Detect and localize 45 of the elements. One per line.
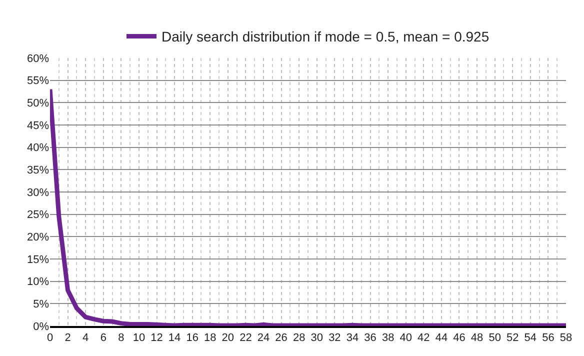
x-tick-label: 4 [82, 332, 89, 344]
x-tick-label: 0 [46, 332, 54, 344]
x-tick-label: 10 [132, 332, 146, 344]
x-tick-label: 34 [346, 332, 359, 344]
x-tick-label: 20 [222, 332, 234, 344]
x-tick-label: 6 [100, 332, 106, 344]
x-tick-label: 48 [470, 332, 484, 344]
y-tick-label: 50% [26, 98, 50, 110]
x-tick-label: 22 [240, 332, 252, 344]
x-tick-label: 52 [506, 332, 519, 344]
x-tick-label: 56 [542, 332, 554, 344]
x-tick-label: 40 [400, 332, 412, 344]
y-tick-label: 55% [26, 75, 50, 88]
x-tick-label: 44 [435, 332, 448, 344]
y-tick-label: 0% [33, 320, 50, 333]
x-tick-label: 28 [292, 332, 306, 344]
x-tick-label: 14 [168, 332, 181, 344]
y-tick-label: 35% [26, 164, 50, 177]
x-tick-label: 46 [453, 332, 466, 344]
y-tick-label: 10% [26, 276, 50, 288]
y-tick-label: 25% [26, 209, 50, 222]
x-tick-label: 18 [204, 332, 216, 344]
x-tick-label: 58 [560, 332, 572, 344]
x-tick-label: 42 [418, 332, 430, 344]
x-tick-label: 24 [257, 332, 270, 344]
y-tick-label: 45% [26, 120, 50, 132]
x-tick-label: 2 [64, 332, 71, 344]
y-tick-label: 60% [26, 52, 50, 65]
x-tick-label: 30 [310, 332, 324, 344]
x-tick-label: 8 [118, 332, 124, 344]
y-tick-label: 20% [26, 232, 50, 244]
y-tick-label: 40% [26, 142, 50, 154]
y-tick-label: 15% [26, 254, 50, 266]
x-tick-label: 50 [488, 332, 501, 344]
x-tick-label: 16 [186, 332, 198, 344]
y-tick-label: 30% [26, 186, 50, 199]
y-tick-label: 5% [33, 298, 50, 311]
x-tick-label: 36 [364, 332, 376, 344]
x-tick-label: 38 [382, 332, 394, 344]
x-tick-label: 26 [275, 332, 288, 344]
x-tick-label: 32 [328, 332, 341, 344]
x-tick-label: 54 [524, 332, 537, 344]
line-series [50, 87, 566, 326]
x-tick-label: 12 [150, 332, 163, 344]
legend-label: Daily search distribution if mode = 0.5, mean = 0.925 [162, 28, 490, 45]
